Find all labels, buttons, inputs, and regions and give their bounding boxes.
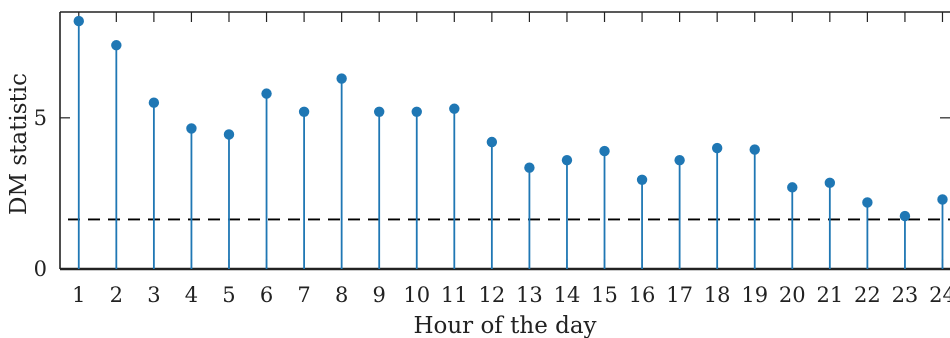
x-tick-label: 7 (297, 283, 310, 307)
marker-17 (674, 154, 685, 166)
marker-21 (824, 177, 836, 189)
x-tick-label: 8 (335, 283, 348, 307)
x-tick-label: 24 (929, 283, 950, 307)
marker-14 (561, 154, 573, 166)
x-tick-label: 18 (704, 283, 731, 307)
x-axis-label: Hour of the day (413, 313, 596, 338)
marker-5 (223, 129, 235, 140)
x-tick-label: 16 (629, 283, 656, 307)
marker-3 (148, 97, 160, 108)
marker-10 (411, 106, 422, 117)
y-axis-label: DM statistic (6, 73, 32, 215)
stems-group (77, 21, 944, 269)
marker-4 (186, 123, 197, 134)
marker-8 (336, 73, 347, 84)
x-tick-label: 12 (478, 283, 505, 307)
x-tick-label: 23 (892, 283, 919, 307)
markers-group (73, 15, 948, 222)
x-tick-label: 10 (403, 283, 430, 307)
x-tick-label: 5 (222, 283, 235, 307)
x-tick-label: 17 (666, 283, 693, 307)
x-tick-label: 20 (779, 283, 806, 307)
y-tick-label: 5 (34, 106, 47, 130)
x-tick-label: 1 (72, 283, 85, 307)
marker-20 (787, 182, 798, 193)
marker-15 (599, 145, 610, 157)
x-tick-label: 14 (554, 283, 581, 307)
x-tick-label: 19 (741, 283, 768, 307)
x-tick-label: 22 (854, 283, 881, 307)
marker-13 (524, 162, 535, 173)
x-tick-label: 21 (816, 283, 843, 307)
x-tick-label: 6 (260, 283, 273, 307)
marker-16 (636, 174, 648, 186)
x-tick-label: 3 (147, 283, 160, 307)
y-tick-label: 0 (34, 257, 47, 281)
y-tick-labels: 05 (34, 106, 47, 281)
x-tick-label: 13 (516, 283, 543, 307)
marker-11 (449, 103, 460, 114)
x-tick-label: 15 (591, 283, 618, 307)
marker-23 (899, 210, 911, 222)
marker-22 (862, 197, 873, 208)
marker-12 (486, 136, 498, 148)
marker-6 (261, 88, 272, 99)
marker-24 (937, 194, 948, 205)
x-tick-label: 9 (373, 283, 386, 307)
marker-1 (73, 15, 84, 27)
plot-frame (59, 11, 950, 271)
x-tick-label: 4 (185, 283, 198, 307)
x-tick-labels: 1 2 3 4 5 6 7 8 9 10 11 12 13 14 15 16 17 18 19 20 21 22 23 24 (72, 283, 950, 307)
marker-2 (111, 40, 122, 51)
marker-19 (749, 144, 760, 155)
marker-9 (373, 106, 385, 117)
marker-18 (711, 142, 723, 154)
marker-7 (298, 106, 310, 117)
x-tick-label: 11 (441, 283, 468, 307)
axis-ticks (60, 12, 950, 269)
x-tick-label: 2 (110, 283, 123, 307)
